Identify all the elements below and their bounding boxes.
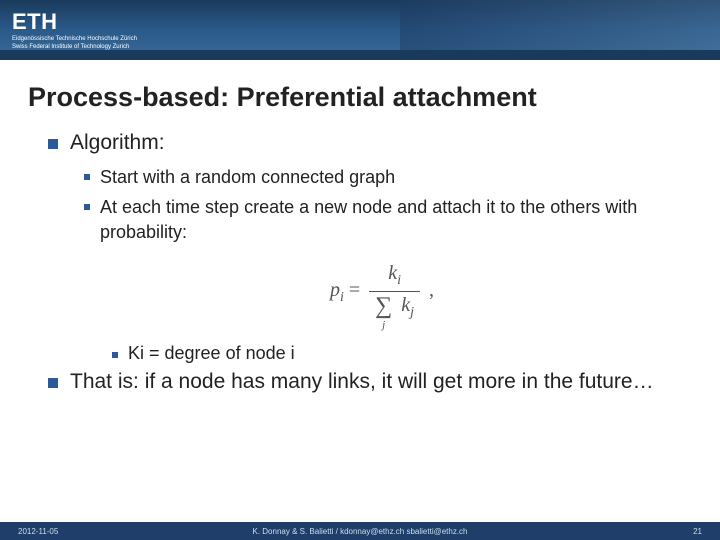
sum-symbol: ∑ j [375,294,392,319]
formula-numerator: ki [369,262,420,292]
header-bottom-bar [0,50,720,60]
footer-authors: K. Donnay & S. Balietti / kdonnay@ethz.c… [252,527,467,536]
algorithm-subitems: Ki = degree of node i [112,343,680,364]
footer-date: 2012-11-05 [18,527,58,536]
logo-subtitle-2: Swiss Federal Institute of Technology Zu… [12,44,137,51]
square-bullet-icon [84,174,90,180]
formula-denominator: ∑ j kj [369,292,420,321]
slide-header: ETH Eidgenössische Technische Hochschule… [0,0,720,60]
probability-formula: pi = ki ∑ j kj , [84,262,680,321]
algorithm-items: Start with a random connected graph At e… [84,165,680,364]
algorithm-item-3-text: Ki = degree of node i [128,343,295,364]
logo-main-text: ETH [12,9,137,35]
formula-body: pi = ki ∑ j kj , [330,262,434,321]
algorithm-heading: Algorithm: [48,131,680,155]
slide-content: Algorithm: Start with a random connected… [48,131,680,394]
square-bullet-icon [84,204,90,210]
conclusion: That is: if a node has many links, it wi… [48,370,680,394]
algorithm-heading-text: Algorithm: [70,131,165,155]
algorithm-item-3: Ki = degree of node i [112,343,680,364]
square-bullet-icon [112,352,118,358]
conclusion-text: That is: if a node has many links, it wi… [70,370,654,394]
algorithm-item-2: At each time step create a new node and … [84,195,680,244]
algorithm-item-2-text: At each time step create a new node and … [100,195,680,244]
footer-page-number: 21 [693,527,702,536]
algorithm-item-1-text: Start with a random connected graph [100,165,395,189]
square-bullet-icon [48,139,58,149]
logo-subtitle-1: Eidgenössische Technische Hochschule Zür… [12,36,137,43]
slide-title: Process-based: Preferential attachment [28,82,692,113]
eth-logo: ETH Eidgenössische Technische Hochschule… [12,9,137,51]
algorithm-item-1: Start with a random connected graph [84,165,680,189]
slide-footer: 2012-11-05 K. Donnay & S. Balietti / kdo… [0,522,720,540]
square-bullet-icon [48,378,58,388]
